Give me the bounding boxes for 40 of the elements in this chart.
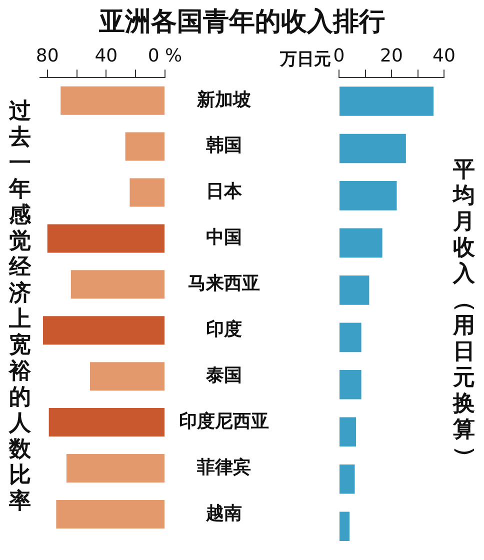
bar <box>340 228 382 258</box>
y-tick-label: 印度 <box>206 319 242 340</box>
x-tick-label: 0 % <box>148 45 182 66</box>
bar <box>60 86 164 115</box>
bar <box>66 454 164 483</box>
y-tick-label: 马来西亚 <box>188 273 260 294</box>
x-axis-title: 万日元 <box>279 49 331 70</box>
text: 亚洲各国青年的收入排行 <box>98 6 386 39</box>
bar <box>340 512 350 542</box>
bar <box>340 370 362 400</box>
bar <box>340 86 434 116</box>
text: 平均月收入（用日元换算） <box>452 158 478 468</box>
y-tick-label: 印度尼西亚 <box>179 410 269 432</box>
bar <box>125 132 164 161</box>
bar <box>340 417 356 447</box>
bar <box>340 134 406 164</box>
bar <box>70 270 164 299</box>
bar <box>340 181 397 210</box>
bar <box>56 500 164 528</box>
y-tick-label: 菲律宾 <box>196 456 251 478</box>
bar <box>340 322 362 352</box>
bar <box>340 464 355 494</box>
y-tick-label: 泰国 <box>205 365 242 386</box>
x-tick-label: 80 <box>36 45 59 66</box>
x-tick-label: 40 <box>94 45 118 66</box>
x-tick-label: 0 <box>333 45 345 66</box>
y-tick-label: 韩国 <box>205 135 242 156</box>
text: 过去一年感觉经济上宽裕的人数比率 <box>9 99 31 514</box>
x-tick-label: 20 <box>380 45 403 66</box>
bar <box>130 178 164 207</box>
bar <box>48 408 164 437</box>
y-tick-label: 越南 <box>205 502 242 524</box>
y-tick-label: 新加坡 <box>196 89 251 110</box>
y-tick-label: 日本 <box>206 181 243 202</box>
x-tick-label: 40 <box>432 45 456 66</box>
bar <box>47 224 164 253</box>
bar <box>42 316 164 345</box>
bar <box>90 362 164 391</box>
y-tick-label: 中国 <box>206 227 242 248</box>
bar <box>340 276 370 305</box>
